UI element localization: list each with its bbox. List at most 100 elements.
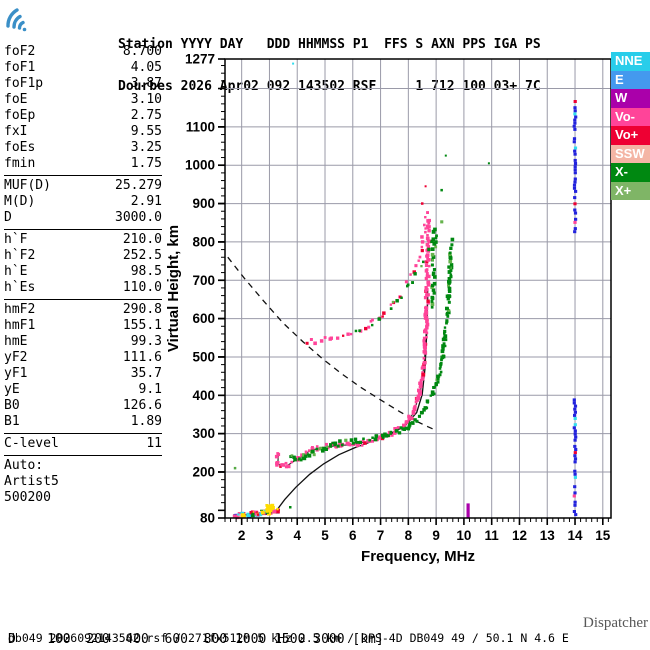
muf-transmission-curve (227, 256, 435, 431)
param-row: foF1p 3.87 (4, 76, 162, 92)
autoscaling-label: Artist5 (4, 474, 59, 489)
param-label: h`F2 (4, 248, 36, 263)
svg-text:3: 3 (266, 528, 274, 543)
param-label: M(D) (4, 194, 36, 209)
svg-text:1277: 1277 (185, 52, 215, 67)
param-value: 9.1 (138, 382, 162, 397)
true-height-profile (233, 293, 429, 516)
param-row: C-level 11 (4, 436, 162, 452)
svg-text:200: 200 (192, 464, 215, 479)
legend-item-e[interactable]: E (611, 70, 650, 89)
param-row: foEp 2.75 (4, 108, 162, 124)
svg-text:11: 11 (485, 528, 500, 543)
legend-item-vominus[interactable]: Vo- (611, 107, 650, 126)
e-region-echoes (232, 503, 280, 520)
param-label: foE (4, 92, 28, 107)
param-value: 3000.0 (115, 210, 162, 225)
param-label: foEp (4, 108, 36, 123)
param-row: foEs 3.25 (4, 140, 162, 156)
autoscaling-label: 500200 (4, 490, 51, 505)
autoscaling-label: Auto: (4, 458, 44, 473)
param-value: 110.0 (122, 280, 162, 295)
panel-divider (4, 299, 162, 300)
param-label: h`F (4, 232, 28, 247)
panel-divider (4, 455, 162, 456)
param-label: B0 (4, 398, 20, 413)
x-axis-title: Frequency, MHz (361, 548, 475, 565)
param-row: MUF(D) 25.279 (4, 178, 162, 194)
param-label: D (4, 210, 12, 225)
param-value: 2.75 (130, 108, 162, 123)
param-label: yE (4, 382, 20, 397)
param-label: h`E (4, 264, 28, 279)
param-value: 155.1 (122, 318, 162, 333)
svg-text:2: 2 (238, 528, 246, 543)
param-row: h`F 210.0 (4, 232, 162, 248)
param-row: h`E 98.5 (4, 264, 162, 280)
param-value: 98.5 (130, 264, 162, 279)
svg-text:900: 900 (192, 196, 215, 211)
param-value: 3.10 (130, 92, 162, 107)
dispatcher-label: Dispatcher (583, 615, 648, 631)
svg-text:6: 6 (349, 528, 357, 543)
panel-divider (4, 175, 162, 176)
param-label: hmF1 (4, 318, 36, 333)
legend-item-w[interactable]: W (611, 89, 650, 108)
ionogram-plot[interactable]: 2 3 4 5 6 7 8 9 10 11 12 13 14 15 80 200 300 400 500 600 700… (0, 0, 650, 600)
svg-text:600: 600 (192, 311, 215, 326)
svg-text:500: 500 (192, 349, 215, 364)
param-value: 126.6 (122, 398, 162, 413)
svg-text:800: 800 (192, 234, 215, 249)
legend-item-xplus[interactable]: X+ (611, 181, 650, 200)
svg-text:5: 5 (321, 528, 329, 543)
param-row: yE 9.1 (4, 382, 162, 398)
param-row: B0 126.6 (4, 398, 162, 414)
status-bar: db049 2026092143502.rsf / 271fx512h 5 kH… (8, 631, 569, 645)
param-value: 1.89 (130, 414, 162, 429)
param-value: 3.87 (130, 76, 162, 91)
param-value: 210.0 (122, 232, 162, 247)
plot-grid (225, 59, 611, 518)
echo-legend: NNE E W Vo- Vo+ SSW X- X+ (611, 52, 650, 200)
param-row: M(D) 2.91 (4, 194, 162, 210)
param-label: C-level (4, 436, 59, 451)
param-value: 9.55 (130, 124, 162, 139)
param-label: h`Es (4, 280, 36, 295)
param-label: foF1 (4, 60, 36, 75)
svg-text:1000: 1000 (185, 158, 215, 173)
legend-item-ssw[interactable]: SSW (611, 144, 650, 163)
param-label: yF2 (4, 350, 28, 365)
param-row: hmF1 155.1 (4, 318, 162, 334)
svg-text:7: 7 (377, 528, 385, 543)
param-row: yF1 35.7 (4, 366, 162, 382)
param-value: 8.700 (122, 44, 162, 59)
param-label: foF2 (4, 44, 36, 59)
legend-item-xminus[interactable]: X- (611, 163, 650, 182)
svg-text:9: 9 (432, 528, 440, 543)
param-value: 2.91 (130, 194, 162, 209)
param-row: foF2 8.700 (4, 44, 162, 60)
echo-traces (274, 211, 455, 469)
profile-and-muf-curves (227, 256, 435, 516)
param-row: fmin 1.75 (4, 156, 162, 172)
param-value: 4.05 (130, 60, 162, 75)
param-value: 252.5 (122, 248, 162, 263)
param-label: B1 (4, 414, 20, 429)
svg-text:700: 700 (192, 273, 215, 288)
param-label: fmin (4, 156, 36, 171)
svg-text:12: 12 (512, 528, 527, 543)
muf-table: D 100 200 400 600 800 1000 1500 3000 [km… (8, 600, 392, 650)
param-value: 290.8 (122, 302, 162, 317)
param-label: hmE (4, 334, 28, 349)
muf-table-distances: D 100 200 400 600 800 1000 1500 3000 [km… (8, 632, 384, 647)
ionogram-preface: Station YYYY DAY DDD HHMMSS P1 FFS S AXN… (118, 10, 541, 122)
y-axis-title: Virtual Height, km (165, 225, 182, 352)
parameter-panel: foF2 8.700 foF1 4.05 foF1p 3.87 foE 3.10 foEp 2.7… (4, 44, 162, 506)
legend-item-voplus[interactable]: Vo+ (611, 126, 650, 145)
isolated-echo-specks (233, 62, 490, 509)
svg-text:10: 10 (456, 528, 471, 543)
plot-axes: 2 3 4 5 6 7 8 9 10 11 12 13 14 15 80 200 300 400 500 600 700… (165, 52, 612, 565)
param-value: 25.279 (115, 178, 162, 193)
legend-item-nne[interactable]: NNE (611, 52, 650, 71)
